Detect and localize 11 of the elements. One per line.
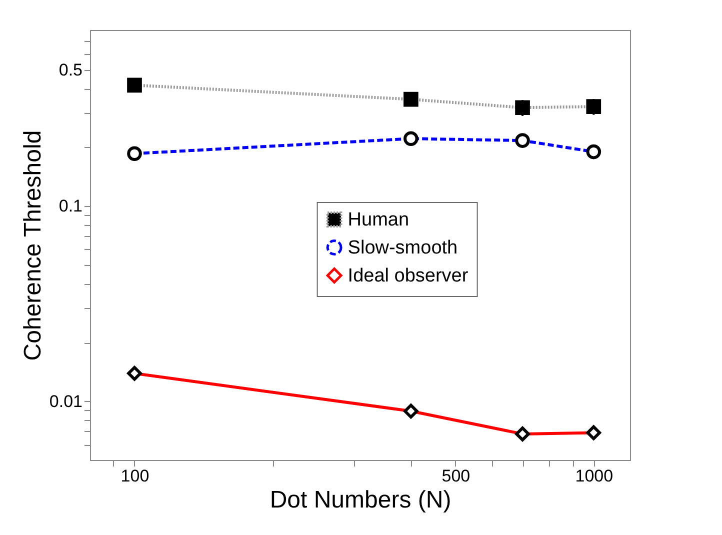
x-tick-label: 100 (120, 466, 150, 486)
x-tick-label: 1000 (575, 466, 614, 486)
y-tick-label: 0.01 (49, 392, 82, 411)
y-axis-title: Coherence Threshold (19, 130, 46, 361)
x-tick-label: 500 (442, 466, 470, 486)
y-tick-label: 0.5 (58, 60, 82, 80)
legend-label: Slow-smooth (348, 238, 458, 258)
legend-label: Ideal observer (348, 266, 469, 286)
x-axis-title: Dot Numbers (N) (270, 486, 452, 514)
legend-label: Human (348, 210, 410, 230)
y-tick-label: 0.1 (58, 196, 82, 216)
